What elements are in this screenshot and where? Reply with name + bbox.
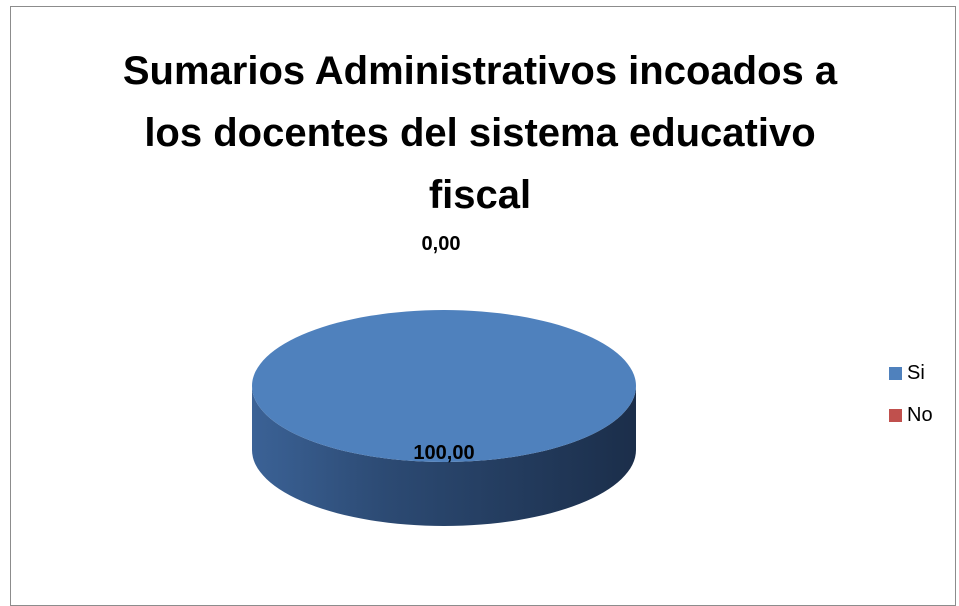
chart-title-line-2: los docentes del sistema educativo (144, 111, 816, 155)
chart-title: Sumarios Administrativos incoados a los … (30, 40, 930, 226)
pie-slice-si (252, 310, 636, 462)
pie-slice-si-side (252, 386, 636, 526)
data-label-no: 0,00 (422, 233, 461, 255)
chart-title-line-1: Sumarios Administrativos incoados a (122, 49, 838, 93)
legend-item-si: Si (889, 362, 933, 384)
legend-label-si: Si (907, 361, 925, 384)
data-label-si: 100,00 (413, 442, 474, 464)
legend-swatch-si (889, 366, 902, 380)
legend: Si No (889, 362, 933, 446)
legend-swatch-no (889, 408, 902, 422)
legend-item-no: No (889, 404, 933, 426)
pie-chart: 0,00 100,00 (252, 233, 636, 526)
legend-label-no: No (907, 403, 933, 426)
chart-title-line-3: fiscal (428, 173, 532, 217)
